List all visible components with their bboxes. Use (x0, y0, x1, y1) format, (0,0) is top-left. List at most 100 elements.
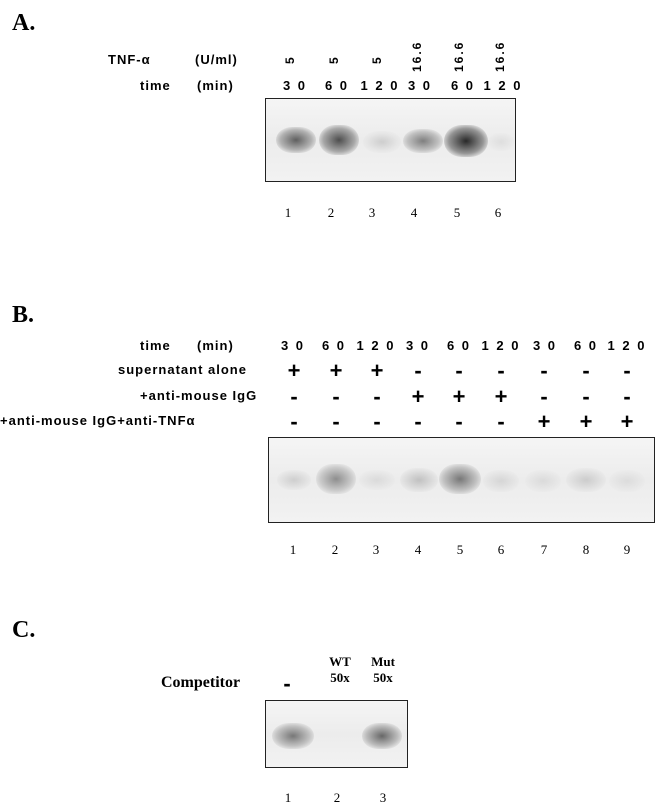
condition-symbol: - (373, 409, 381, 434)
time-row-unit-a: (min) (197, 78, 234, 93)
time-value-b: 1 2 0 (356, 338, 396, 353)
lane-number-b: 3 (372, 542, 380, 557)
row-label-supernatant: supernatant alone (118, 362, 247, 377)
condition-symbol: - (540, 384, 548, 409)
tnf-value: 16.6 (452, 40, 466, 72)
condition-symbol: + (329, 358, 343, 383)
gel-band (483, 470, 519, 492)
condition-symbol: + (411, 384, 425, 409)
gel-band (359, 470, 395, 490)
time-row-label-a: time (140, 78, 171, 93)
condition-symbol: + (287, 358, 301, 383)
gel-panel-b (268, 437, 655, 523)
gel-band (319, 125, 359, 155)
gel-band (488, 133, 514, 151)
gel-band (403, 129, 443, 153)
competitor-mut: Mut (371, 654, 395, 669)
condition-symbol: + (370, 358, 384, 383)
panel-a-label: A. (12, 10, 36, 36)
lane-number-b: 1 (289, 542, 297, 557)
gel-band (439, 464, 481, 494)
time-value-b: 3 0 (532, 338, 558, 353)
condition-symbol: - (582, 358, 590, 383)
lane-number-a: 3 (368, 205, 376, 220)
gel-band (316, 464, 356, 494)
row-label-anti-igg: +anti-mouse IgG (140, 388, 258, 403)
condition-symbol: - (455, 409, 463, 434)
lane-number-a: 6 (494, 205, 502, 220)
condition-symbol: - (497, 358, 505, 383)
time-value-a: 1 2 0 (360, 78, 400, 93)
lane-number-c: 2 (333, 790, 341, 805)
competitor-mut-amount: 50x (373, 670, 393, 685)
tnf-row-unit: (U/ml) (195, 52, 238, 67)
tnf-value: 16.6 (410, 40, 424, 72)
time-value-a: 6 0 (450, 78, 476, 93)
gel-band (609, 470, 645, 492)
condition-symbol: - (582, 384, 590, 409)
condition-symbol: - (290, 409, 298, 434)
gel-band (525, 470, 561, 492)
condition-symbol: - (455, 358, 463, 383)
tnf-value: 5 (283, 55, 297, 64)
gel-band (272, 723, 314, 749)
lane-number-b: 6 (497, 542, 505, 557)
condition-symbol: + (579, 409, 593, 434)
lane-number-a: 1 (284, 205, 292, 220)
gel-band (400, 468, 438, 492)
condition-symbol: - (414, 409, 422, 434)
lane-number-b: 4 (414, 542, 422, 557)
lane-number-a: 2 (327, 205, 335, 220)
lane-number-c: 1 (284, 790, 292, 805)
condition-symbol: + (620, 409, 634, 434)
time-value-b: 6 0 (321, 338, 347, 353)
lane-number-b: 9 (623, 542, 631, 557)
tnf-value: 16.6 (493, 40, 507, 72)
lane-number-b: 8 (582, 542, 590, 557)
panel-c-label: C. (12, 617, 36, 643)
competitor-none: - (283, 671, 291, 696)
gel-panel-c (265, 700, 408, 768)
row-label-anti-igg-tnf: +anti-mouse IgG+anti-TNFα (0, 413, 196, 428)
condition-symbol: - (414, 358, 422, 383)
time-value-b: 6 0 (446, 338, 472, 353)
condition-symbol: - (332, 384, 340, 409)
time-value-a: 1 2 0 (483, 78, 523, 93)
gel-band (444, 125, 488, 157)
time-row-unit-b: (min) (197, 338, 234, 353)
condition-symbol: - (540, 358, 548, 383)
condition-symbol: - (497, 409, 505, 434)
gel-band (277, 470, 311, 490)
competitor-label: Competitor (161, 674, 241, 691)
condition-symbol: - (290, 384, 298, 409)
condition-symbol: + (494, 384, 508, 409)
condition-symbol: - (332, 409, 340, 434)
tnf-value: 5 (370, 55, 384, 64)
lane-number-b: 2 (331, 542, 339, 557)
lane-number-a: 4 (410, 205, 418, 220)
tnf-row-label: TNF-α (108, 52, 151, 67)
lane-number-a: 5 (453, 205, 461, 220)
time-value-b: 6 0 (573, 338, 599, 353)
condition-symbol: - (623, 384, 631, 409)
gel-panel-a (265, 98, 516, 182)
time-value-b: 3 0 (405, 338, 431, 353)
gel-band (362, 723, 402, 749)
competitor-wt-amount: 50x (330, 670, 350, 685)
lane-number-b: 7 (540, 542, 548, 557)
time-value-a: 3 0 (282, 78, 308, 93)
panel-b-label: B. (12, 302, 35, 328)
condition-symbol: + (537, 409, 551, 434)
condition-symbol: - (623, 358, 631, 383)
time-row-label-b: time (140, 338, 171, 353)
time-value-b: 1 2 0 (481, 338, 521, 353)
lane-number-c: 3 (379, 790, 387, 805)
condition-symbol: - (373, 384, 381, 409)
lane-number-b: 5 (456, 542, 464, 557)
tnf-value: 5 (327, 55, 341, 64)
gel-band (363, 131, 401, 153)
time-value-a: 6 0 (324, 78, 350, 93)
gel-band (566, 468, 606, 492)
time-value-b: 3 0 (280, 338, 306, 353)
time-value-b: 1 2 0 (607, 338, 647, 353)
